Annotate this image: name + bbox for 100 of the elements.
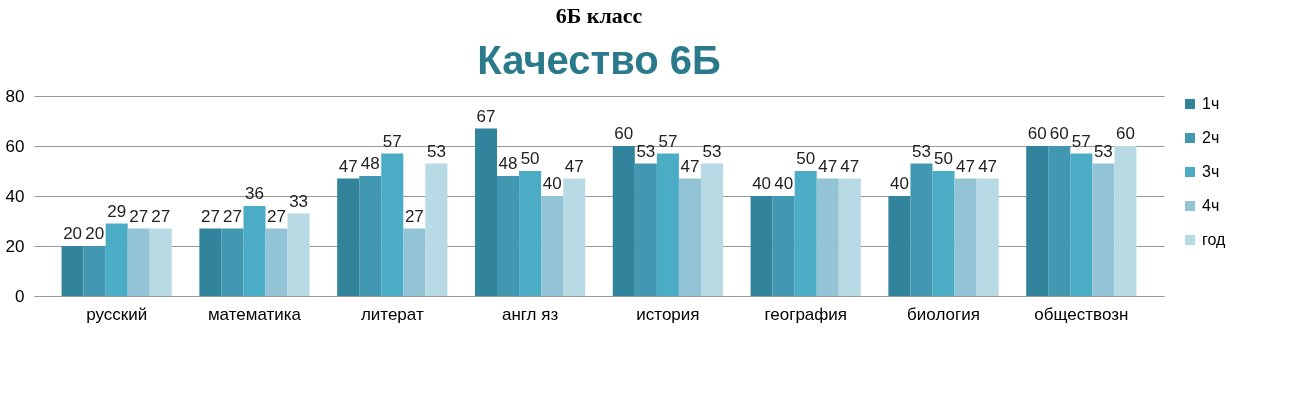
- bar: [425, 163, 448, 296]
- chart-subtitle: Качество 6Б: [477, 38, 721, 82]
- data-label: 27: [222, 206, 242, 226]
- bar: [221, 228, 244, 296]
- legend-label: 1ч: [1202, 95, 1220, 112]
- bar: [127, 228, 150, 296]
- bar: [1114, 146, 1137, 296]
- data-label: 50: [520, 149, 540, 168]
- data-label: 47: [978, 156, 998, 176]
- y-tick-label: 80: [5, 86, 25, 106]
- bar: [381, 153, 404, 296]
- data-label: 57: [658, 131, 678, 151]
- bar: [105, 223, 128, 296]
- data-label: 60: [614, 124, 634, 143]
- bar: [149, 228, 172, 296]
- bar: [243, 206, 266, 296]
- data-label: 48: [360, 154, 380, 173]
- bar: [910, 163, 933, 296]
- bar: [612, 146, 635, 296]
- bar: [287, 213, 310, 296]
- bar: [932, 171, 955, 296]
- y-tick-label: 60: [5, 136, 25, 156]
- data-label: 20: [85, 224, 105, 243]
- x-tick-label: русский: [86, 304, 148, 324]
- bar: [656, 153, 679, 296]
- data-label: 40: [542, 174, 562, 193]
- data-label: 27: [200, 206, 220, 226]
- data-label: 33: [289, 191, 309, 211]
- bar: [750, 196, 773, 296]
- data-label: 53: [426, 141, 446, 161]
- y-tick-label: 40: [5, 186, 25, 206]
- data-label: 47: [956, 156, 976, 176]
- legend-label: 3ч: [1202, 163, 1220, 180]
- data-label: 29: [107, 201, 127, 221]
- data-label: 47: [338, 156, 358, 176]
- chart-title: 6Б класс: [555, 3, 643, 28]
- data-label: 20: [63, 224, 83, 243]
- data-label: 27: [404, 206, 424, 226]
- x-tick-label: обществозн: [1034, 304, 1129, 324]
- data-label: 57: [1071, 131, 1091, 151]
- bar: [519, 171, 542, 296]
- data-label: 48: [498, 154, 518, 173]
- bar: [794, 171, 817, 296]
- x-tick-label: англ яз: [501, 304, 559, 324]
- data-label: 50: [934, 149, 953, 168]
- bar: [772, 196, 795, 296]
- legend-label: 2ч: [1202, 129, 1220, 146]
- bar: [497, 176, 520, 296]
- bar: [474, 128, 498, 296]
- bar: [700, 163, 724, 296]
- bar: [265, 228, 288, 296]
- bar: [816, 178, 839, 296]
- bar: [61, 246, 84, 296]
- data-label: 36: [245, 184, 264, 203]
- data-label: 27: [267, 206, 286, 226]
- data-label: 53: [912, 141, 931, 161]
- bar: [1048, 146, 1071, 296]
- data-label: 53: [702, 141, 722, 161]
- data-label: 47: [818, 156, 838, 176]
- data-label: 60: [1115, 124, 1135, 143]
- bar: [1026, 146, 1049, 296]
- x-tick-label: биология: [907, 304, 980, 324]
- x-tick-label: история: [636, 304, 700, 324]
- bar: [541, 196, 564, 296]
- x-tick-label: математика: [207, 304, 302, 324]
- data-label: 60: [1049, 124, 1069, 143]
- data-label: 40: [774, 174, 794, 193]
- data-label: 47: [680, 156, 700, 176]
- bar: [199, 228, 222, 296]
- x-tick-label: литерат: [360, 304, 424, 324]
- y-tick-label: 0: [15, 286, 25, 306]
- bar: [83, 246, 106, 296]
- bar: [563, 178, 586, 296]
- bar: [976, 178, 999, 296]
- bar: [678, 178, 701, 296]
- bar: [634, 163, 657, 296]
- bar: [403, 228, 426, 296]
- bar: [838, 178, 861, 296]
- data-label: 60: [1027, 124, 1047, 143]
- bar: [1092, 163, 1115, 296]
- legend-label: год: [1202, 231, 1227, 248]
- data-label: 53: [1093, 141, 1113, 161]
- data-label: 40: [752, 174, 772, 193]
- bar: [954, 178, 977, 296]
- data-label: 40: [889, 174, 909, 193]
- x-tick-label: география: [764, 304, 847, 324]
- bar: [359, 176, 382, 296]
- bar: [337, 178, 360, 296]
- data-label: 50: [796, 149, 816, 168]
- bar: [888, 196, 911, 296]
- data-label: 27: [151, 206, 171, 226]
- bar: [1070, 153, 1093, 296]
- data-label: 27: [129, 206, 149, 226]
- data-label: 47: [840, 156, 860, 176]
- data-label: 47: [564, 156, 584, 176]
- legend-label: 4ч: [1202, 197, 1220, 214]
- data-label: 53: [636, 141, 656, 161]
- data-label: 57: [382, 131, 402, 151]
- y-tick-label: 20: [5, 236, 25, 256]
- data-label: 67: [476, 106, 496, 126]
